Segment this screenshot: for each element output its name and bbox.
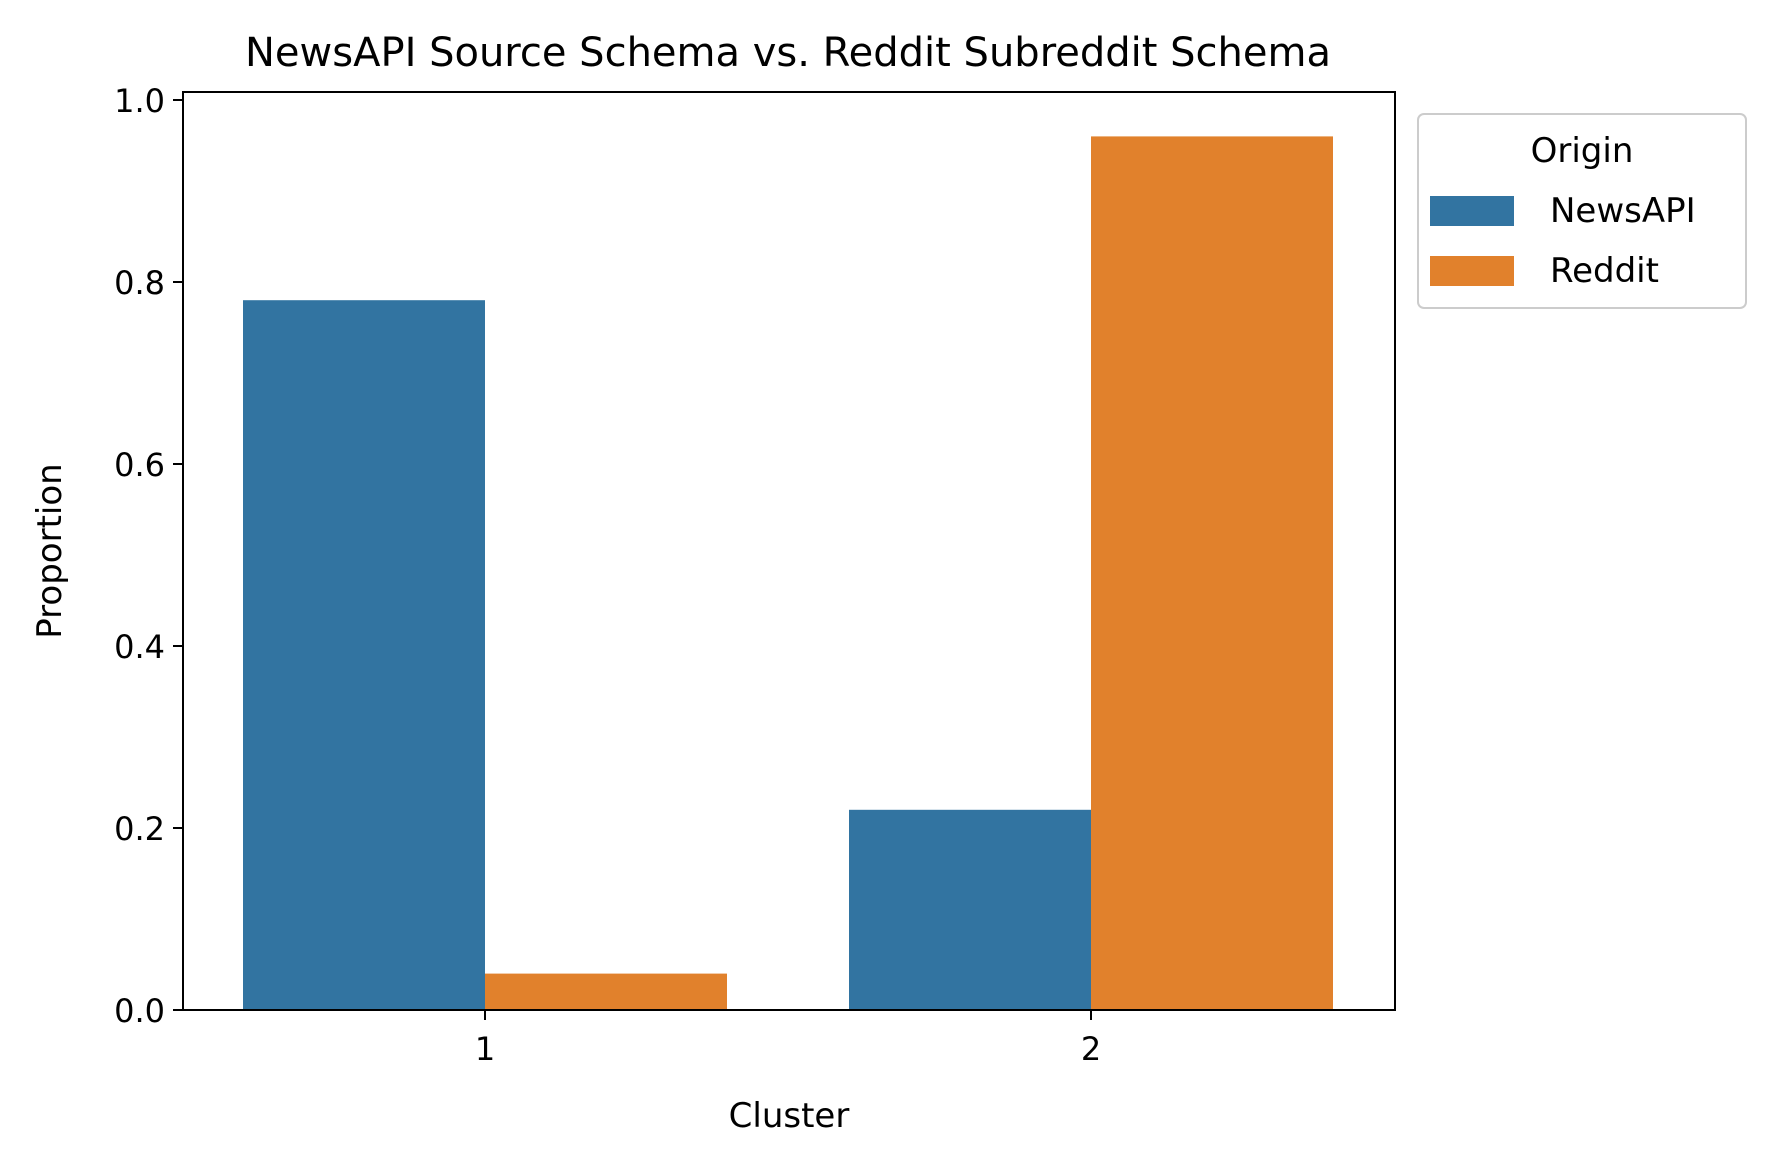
y-tick-label: 0.6	[114, 446, 165, 484]
legend-title: Origin	[1531, 131, 1634, 171]
y-tick-label: 0.8	[114, 264, 165, 302]
legend-swatch-newsapi	[1430, 196, 1514, 226]
bar-reddit-cluster-1	[485, 973, 727, 1010]
y-axis: 0.0 0.2 0.4 0.6 0.8 1.0	[114, 82, 183, 1030]
y-tick-label: 0.4	[114, 628, 165, 666]
y-tick-label: 0.0	[114, 992, 165, 1030]
plot-frame	[182, 91, 1396, 1011]
y-tick-label: 0.2	[114, 810, 165, 848]
plot-area	[182, 91, 1396, 1011]
legend: Origin NewsAPI Reddit	[1417, 113, 1747, 309]
bar-reddit-cluster-2	[1091, 136, 1333, 1010]
chart-title: NewsAPI Source Schema vs. Reddit Subredd…	[245, 30, 1331, 76]
legend-swatch-reddit	[1430, 256, 1514, 286]
x-axis-label: Cluster	[729, 1096, 850, 1136]
x-tick-label: 1	[475, 1030, 495, 1068]
legend-label-newsapi: NewsAPI	[1550, 191, 1696, 231]
x-tick-label: 2	[1081, 1030, 1101, 1068]
y-axis-label: Proportion	[30, 463, 70, 638]
legend-label-reddit: Reddit	[1550, 251, 1659, 291]
legend-entries: NewsAPI Reddit	[1430, 191, 1696, 291]
bar-newsapi-cluster-1	[243, 300, 485, 1010]
bars	[243, 136, 1333, 1010]
y-tick-label: 1.0	[114, 82, 165, 120]
bar-newsapi-cluster-2	[849, 809, 1091, 1010]
